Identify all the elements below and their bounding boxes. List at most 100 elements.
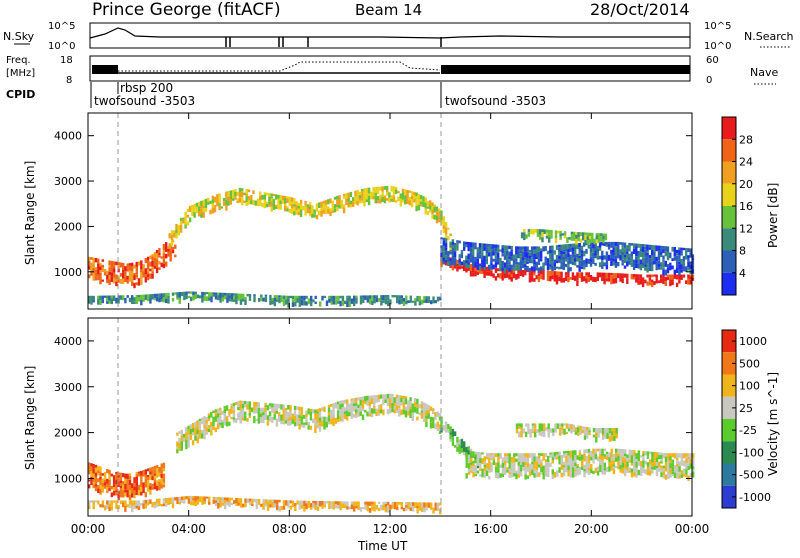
velocity-cell <box>540 459 543 463</box>
power-cell <box>184 215 187 220</box>
velocity-cell <box>543 431 546 438</box>
velocity-cell <box>402 399 405 403</box>
power-cell <box>279 198 282 201</box>
power-cell <box>567 248 570 253</box>
velocity-cell <box>585 459 588 465</box>
velocity-cell <box>416 404 419 408</box>
velocity-cell <box>504 456 507 461</box>
power-cell <box>119 262 123 268</box>
velocity-cell <box>644 451 647 456</box>
power-cell <box>444 234 448 238</box>
velocity-cell <box>225 405 229 411</box>
power-cell <box>217 295 220 301</box>
power-cell <box>155 262 159 268</box>
power-cell <box>285 299 288 305</box>
velocity-cell <box>291 504 295 508</box>
power-cell <box>456 263 459 267</box>
power-cell <box>406 190 409 195</box>
power-cell <box>405 300 408 305</box>
power-cell <box>92 299 95 303</box>
velocity-cell <box>357 404 360 409</box>
velocity-cell <box>201 421 204 425</box>
power-cell <box>605 244 609 247</box>
power-cell <box>226 293 229 298</box>
velocity-cell <box>429 422 433 429</box>
velocity-cell <box>553 456 557 460</box>
velocity-cell <box>653 465 656 470</box>
power-cell <box>490 265 493 270</box>
velocity-cell <box>257 417 260 424</box>
velocity-cell <box>375 411 378 416</box>
power-cell <box>290 204 294 209</box>
y-tick-label: 2000 <box>54 220 82 233</box>
power-cell <box>212 294 215 297</box>
power-cell <box>392 196 396 200</box>
power-cell <box>612 261 615 266</box>
power-cell <box>621 251 624 255</box>
velocity-cell <box>409 409 412 415</box>
power-cell <box>621 278 624 284</box>
velocity-cell <box>300 416 304 422</box>
velocity-cell <box>312 409 315 414</box>
velocity-cell <box>203 427 206 434</box>
power-cell <box>179 217 183 221</box>
power-cell <box>244 296 247 300</box>
power-cell <box>545 229 549 233</box>
velocity-cell <box>418 502 422 506</box>
velocity-cell <box>604 428 607 434</box>
velocity-cell <box>538 464 541 468</box>
power-cell <box>97 295 100 299</box>
power-cell <box>492 258 495 262</box>
sky-dropouts <box>225 37 442 47</box>
power-cell <box>259 200 262 206</box>
power-cell <box>140 265 143 269</box>
velocity-cell <box>207 424 211 429</box>
power-cell <box>578 272 581 276</box>
velocity-cell <box>309 425 313 430</box>
power-cell <box>440 251 443 258</box>
velocity-cell <box>278 506 281 512</box>
power-cell <box>569 254 572 257</box>
power-cell <box>580 253 584 257</box>
velocity-cell <box>366 400 369 406</box>
velocity-cell <box>626 458 629 462</box>
power-cell <box>440 214 443 221</box>
power-cell <box>108 265 111 268</box>
velocity-cell <box>115 484 118 491</box>
power-cell <box>660 248 663 253</box>
velocity-cell <box>612 470 616 475</box>
power-cell <box>558 255 561 260</box>
power-cell <box>228 298 231 302</box>
power-cell <box>261 194 264 200</box>
velocity-cell <box>178 496 181 502</box>
velocity-cell <box>398 398 401 403</box>
power-cell <box>131 277 134 282</box>
power-cell <box>199 295 202 299</box>
velocity-cell <box>327 421 331 425</box>
velocity-cell <box>552 432 555 437</box>
velocity-cell <box>551 474 554 479</box>
velocity-cell <box>241 417 245 421</box>
velocity-cell <box>176 449 179 454</box>
power-cell <box>641 257 645 263</box>
velocity-cell <box>569 454 573 458</box>
power-cell <box>523 229 526 233</box>
power-cell <box>578 255 581 258</box>
velocity-cell <box>219 410 222 414</box>
velocity-cell <box>592 434 596 438</box>
power-cell <box>447 227 450 230</box>
power-cell <box>596 245 599 249</box>
power-cell <box>506 264 509 270</box>
velocity-cell <box>271 407 274 413</box>
power-cell <box>291 295 295 300</box>
velocity-cell <box>567 455 570 459</box>
power-cell <box>596 255 599 260</box>
velocity-cell <box>259 417 263 423</box>
power-cell <box>671 274 674 280</box>
velocity-cell <box>635 459 638 462</box>
velocity-cell <box>361 396 365 400</box>
velocity-cell <box>576 466 579 469</box>
power-cell <box>510 264 513 270</box>
power-cell <box>481 271 484 274</box>
